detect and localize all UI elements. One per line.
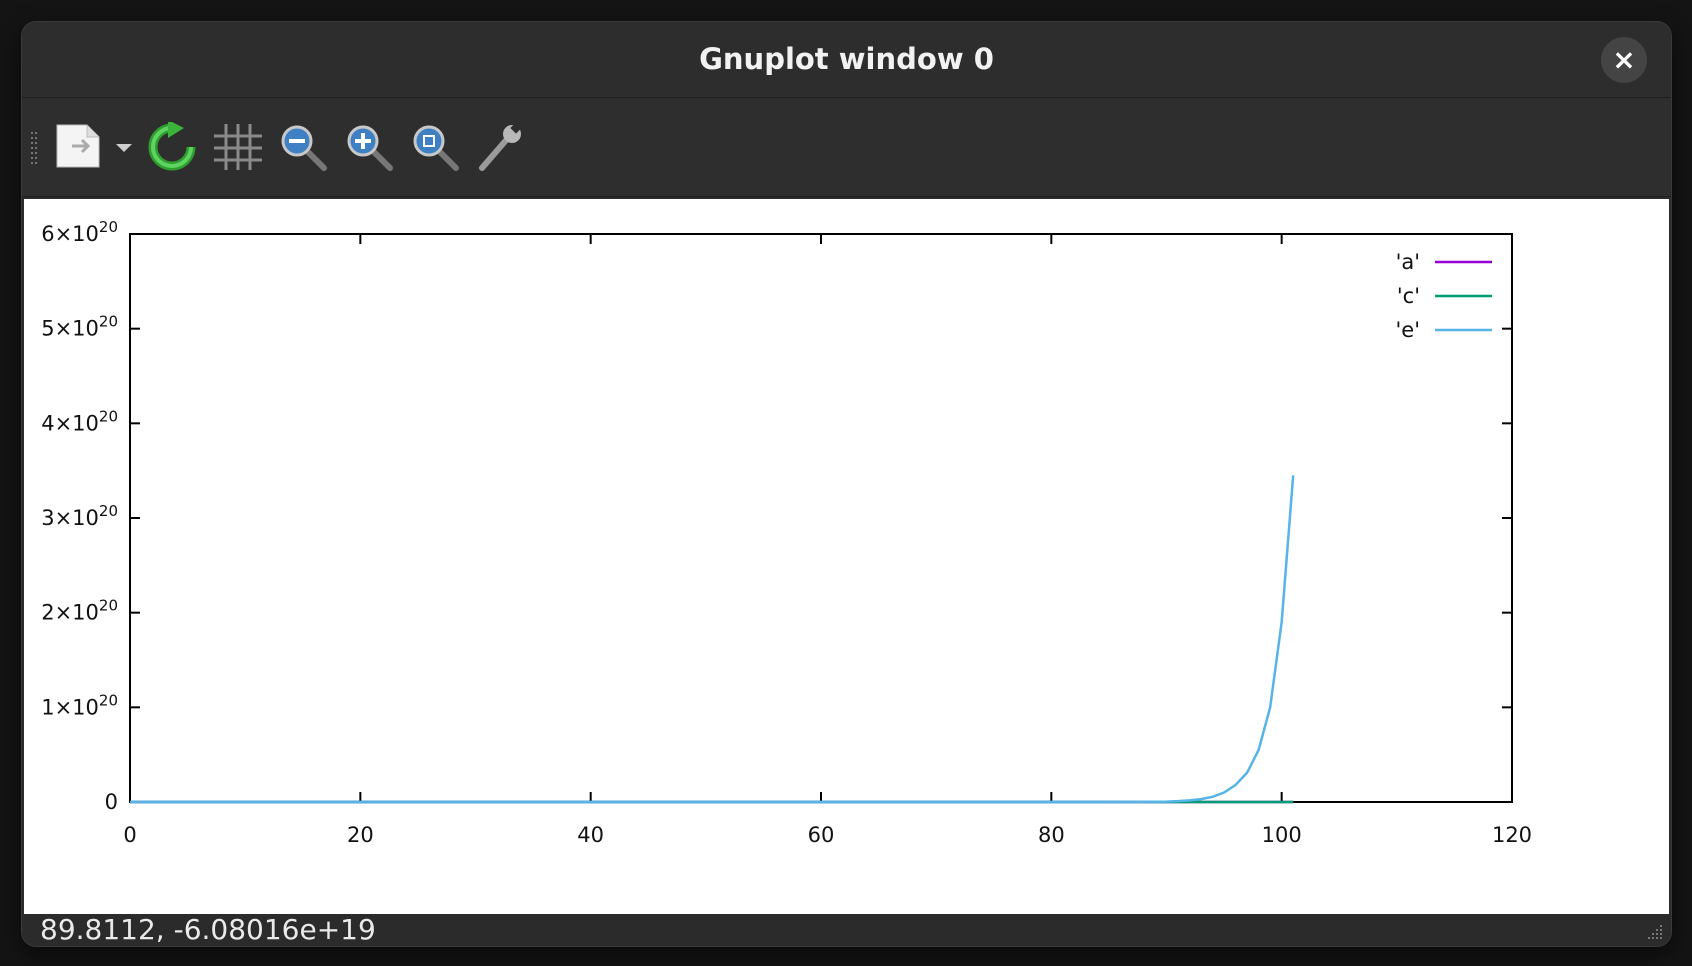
replot-button[interactable] (142, 98, 200, 196)
y-tick-label: 1×1020 (41, 691, 118, 719)
y-tick-label: 4×1020 (41, 407, 118, 435)
plot-frame (129, 233, 1513, 803)
settings-button[interactable] (470, 98, 528, 196)
settings-wrench-icon (479, 122, 522, 171)
x-tick-label: 40 (577, 823, 604, 847)
toolbar-handle-icon[interactable] (30, 132, 40, 166)
y-axis-labels: 0 1×1020 2×1020 3×1020 4×1020 5×1020 6×1020 (41, 218, 118, 814)
gnuplot-window: Gnuplot window 0 × (22, 22, 1671, 946)
legend-label: 'a' (1396, 250, 1420, 274)
resize-grip-icon[interactable] (1643, 920, 1665, 942)
x-tick-label: 100 (1262, 823, 1302, 847)
zoom-fit-button[interactable] (406, 98, 464, 196)
legend: 'a' 'c' 'e' (1396, 250, 1492, 342)
y-tick-label: 3×1020 (41, 502, 118, 530)
legend-label: 'c' (1397, 284, 1420, 308)
x-tick-label: 60 (808, 823, 835, 847)
legend-label: 'e' (1396, 318, 1420, 342)
export-button[interactable] (50, 98, 108, 196)
cursor-coordinates: 89.8112, -6.08016e+19 (40, 913, 376, 946)
grid-icon (214, 124, 262, 170)
x-tick-label: 120 (1492, 823, 1532, 847)
y-tick-label: 0 (105, 790, 118, 814)
series-lines (130, 475, 1295, 804)
zoom-fit-icon (413, 125, 459, 171)
dropdown-arrow-icon (116, 144, 132, 152)
x-axis-labels: 0 20 40 60 80 100 120 (123, 823, 1532, 847)
export-icon (56, 124, 100, 168)
plot-area[interactable]: 0 20 40 60 80 100 120 0 1×1020 2×1020 3×1020 4×102… (24, 199, 1669, 914)
replot-icon (148, 122, 196, 171)
toolbar (22, 98, 1671, 197)
close-button[interactable]: × (1601, 37, 1647, 83)
x-tick-label: 0 (123, 823, 136, 847)
y-tick-label: 6×1020 (41, 218, 118, 246)
x-tick-label: 80 (1038, 823, 1065, 847)
grid-button[interactable] (208, 98, 266, 196)
x-tick-label: 20 (347, 823, 374, 847)
line-chart: 0 20 40 60 80 100 120 0 1×1020 2×1020 3×1020 4×102… (41, 218, 1532, 847)
axis-ticks (129, 233, 1513, 803)
y-tick-label: 2×1020 (41, 597, 118, 625)
export-menu-button[interactable] (112, 98, 140, 196)
series-line (130, 475, 1295, 804)
window-title: Gnuplot window 0 (699, 42, 994, 76)
zoom-in-button[interactable] (340, 98, 398, 196)
y-tick-label: 5×1020 (41, 313, 118, 341)
zoom-out-icon (281, 125, 327, 171)
status-bar: 89.8112, -6.08016e+19 (22, 913, 1671, 946)
zoom-in-icon (347, 125, 393, 171)
title-bar[interactable]: Gnuplot window 0 × (22, 22, 1671, 98)
zoom-out-button[interactable] (274, 98, 332, 196)
